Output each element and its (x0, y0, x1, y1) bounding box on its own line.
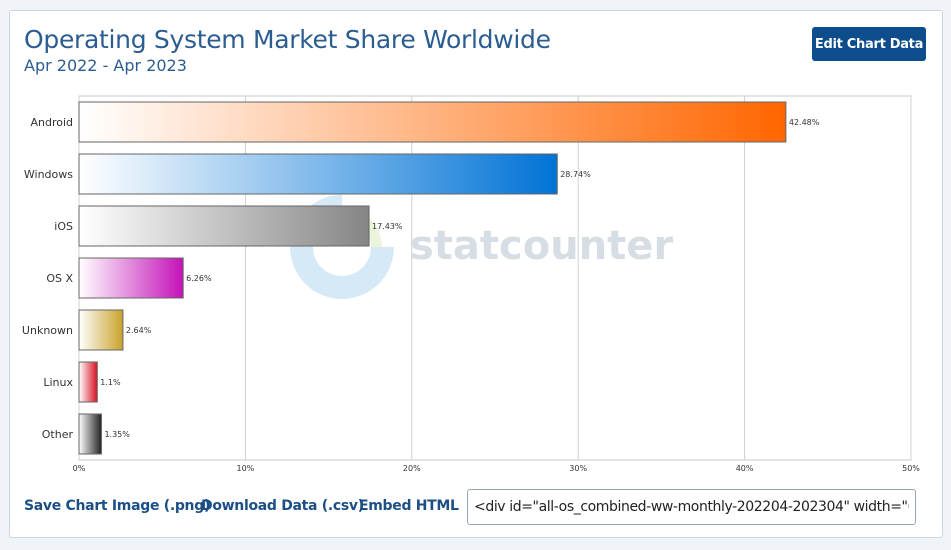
page-title: Operating System Market Share Worldwide (24, 25, 551, 54)
x-tick-label: 50% (902, 464, 920, 473)
value-label: 2.64% (126, 326, 152, 335)
category-label: Unknown (22, 324, 73, 337)
embed-html-link[interactable]: Embed HTML (359, 498, 459, 514)
category-label: Linux (43, 376, 73, 389)
value-label: 1.35% (104, 430, 130, 439)
bar-unknown (78, 309, 124, 351)
bar-os-x (78, 257, 184, 299)
value-label: 6.26% (186, 274, 212, 283)
download-data-link[interactable]: Download Data (.csv) (201, 498, 364, 514)
category-label: OS X (46, 272, 73, 285)
bar-ios (78, 205, 370, 247)
bar-android (78, 101, 787, 143)
bar-windows (78, 153, 558, 195)
date-range: Apr 2022 - Apr 2023 (24, 56, 187, 75)
category-label: iOS (54, 220, 73, 233)
value-label: 17.43% (372, 222, 403, 231)
category-label: Other (42, 428, 74, 441)
x-tick-label: 20% (403, 464, 421, 473)
category-label: Windows (24, 168, 73, 181)
value-label: 28.74% (560, 170, 591, 179)
bar-other (78, 413, 102, 455)
category-label: Android (30, 116, 73, 129)
value-label: 42.48% (789, 118, 820, 127)
x-tick-label: 40% (736, 464, 754, 473)
x-tick-label: 10% (237, 464, 255, 473)
x-tick-label: 0% (73, 464, 86, 473)
save-chart-image-link[interactable]: Save Chart Image (.png) (24, 498, 211, 514)
value-label: 1.1% (100, 378, 121, 387)
watermark-text: statcounter (410, 223, 673, 269)
embed-code-input[interactable] (467, 489, 916, 525)
edit-chart-data-button[interactable]: Edit Chart Data (812, 27, 926, 61)
bar-linux (78, 361, 98, 403)
x-tick-label: 30% (569, 464, 587, 473)
